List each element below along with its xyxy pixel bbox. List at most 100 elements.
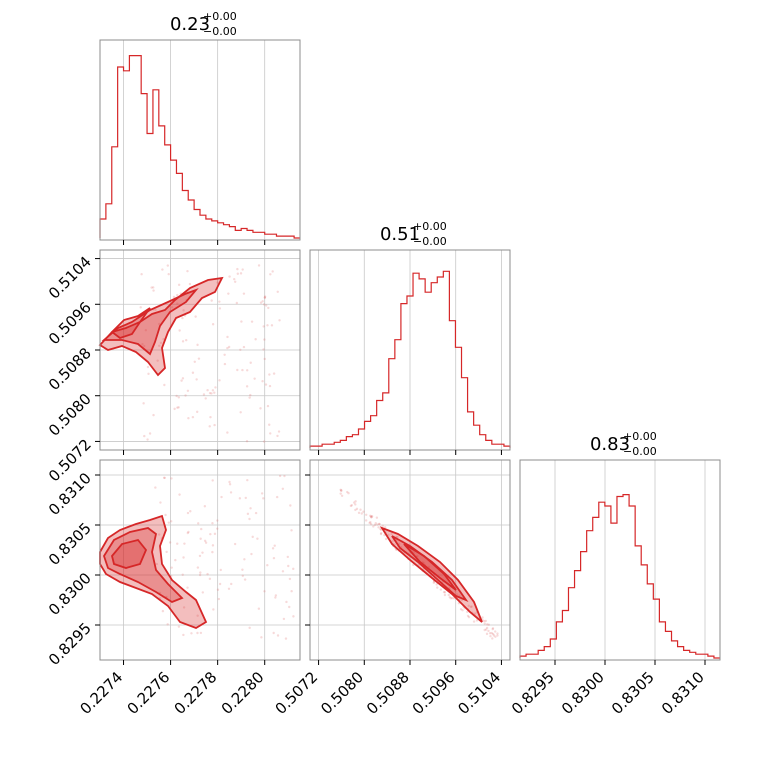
scatter-point [206, 572, 209, 576]
scatter-point [485, 626, 489, 630]
scatter-point [198, 573, 202, 577]
scatter-point [369, 520, 372, 524]
scatter-point [340, 489, 343, 492]
scatter-point [268, 373, 271, 376]
scatter-point [216, 527, 219, 530]
scatter-point [257, 264, 261, 267]
scatter-point [190, 632, 193, 635]
scatter-point [182, 556, 185, 559]
scatter-point [182, 633, 185, 637]
scatter-point [199, 631, 203, 635]
scatter-point [186, 511, 190, 515]
param-title-minus-0: −0.00 [203, 25, 237, 38]
scatter-point [485, 632, 489, 636]
scatter-point [390, 532, 393, 536]
scatter-point [269, 432, 272, 435]
x-tick-label-0: 0.2274 [77, 668, 127, 718]
scatter-point [208, 391, 212, 395]
scatter-point [228, 275, 231, 278]
histogram-1 [309, 270, 511, 448]
scatter-point [177, 406, 180, 409]
scatter-point [250, 320, 254, 323]
scatter-point [191, 371, 195, 374]
scatter-point [164, 513, 167, 517]
scatter-point [218, 307, 222, 310]
scatter-point [469, 605, 473, 609]
scatter-point [481, 616, 484, 619]
scatter-point [391, 539, 394, 543]
scatter-point [496, 632, 499, 635]
scatter-point [435, 583, 438, 586]
scatter-point [195, 378, 198, 381]
scatter-point [249, 393, 252, 397]
scatter-point [161, 268, 164, 271]
param-title-plus-0: +0.00 [203, 10, 237, 23]
scatter-point [146, 438, 149, 441]
param-title-minus-1: −0.00 [413, 235, 447, 248]
scatter-point [369, 514, 372, 518]
scatter-point [235, 301, 239, 305]
param-title-minus-2: −0.00 [623, 445, 657, 458]
scatter-point [230, 582, 233, 586]
scatter-point [187, 417, 190, 420]
scatter-point [175, 394, 178, 398]
scatter-point [370, 515, 374, 518]
y-tick-label-1: 0.5096 [45, 298, 95, 348]
scatter-point [370, 515, 373, 519]
scatter-point [427, 565, 431, 569]
scatter-point [216, 281, 219, 284]
scatter-point [494, 635, 497, 638]
scatter-point [256, 537, 259, 540]
scatter-point [213, 391, 216, 394]
scatter-point [223, 353, 226, 356]
scatter-point [285, 600, 288, 604]
scatter-point [261, 300, 264, 303]
contour-fill [100, 516, 206, 628]
scatter-point [158, 322, 161, 326]
scatter-point [186, 586, 189, 589]
scatter-point [454, 590, 457, 593]
scatter-point [218, 300, 221, 303]
scatter-point [379, 528, 383, 531]
scatter-point [147, 372, 150, 376]
scatter-point [248, 396, 251, 399]
scatter-point [377, 526, 380, 529]
scatter-point [483, 628, 486, 632]
scatter-point [482, 619, 486, 623]
scatter-point [379, 532, 383, 536]
scatter-point [466, 610, 469, 614]
panel-frame-2-0 [99, 459, 301, 661]
x-tick-label-1: 0.5104 [454, 668, 504, 718]
scatter-point [266, 324, 269, 327]
y-tick-label-1: 0.5080 [45, 390, 95, 440]
scatter-point [383, 533, 386, 537]
contour-line [98, 276, 224, 377]
scatter-point [181, 377, 185, 380]
scatter-point [248, 517, 251, 521]
scatter-point [211, 550, 214, 554]
scatter-point [340, 494, 344, 497]
scatter-point [241, 574, 245, 577]
histogram-2 [519, 494, 720, 659]
scatter-point [229, 491, 233, 494]
scatter-point [198, 554, 202, 558]
scatter-point [248, 626, 251, 630]
scatter-point [278, 319, 281, 322]
scatter-point [241, 368, 244, 372]
grid-2-2 [554, 460, 706, 660]
scatter-point [486, 623, 489, 626]
scatter-point [472, 620, 476, 623]
scatter-point [220, 495, 223, 499]
scatter-point [202, 393, 206, 396]
scatter-point [239, 272, 243, 275]
scatter-point [170, 566, 173, 569]
y-tick-label-2: 0.8295 [45, 619, 95, 669]
scatter-point [182, 309, 185, 312]
scatter-point [292, 567, 295, 571]
scatter-point [484, 619, 488, 623]
scatter-point [216, 588, 220, 591]
scatter-point [263, 295, 267, 298]
param-title-0: 0.23 [170, 14, 210, 35]
scatter-point [250, 552, 253, 556]
